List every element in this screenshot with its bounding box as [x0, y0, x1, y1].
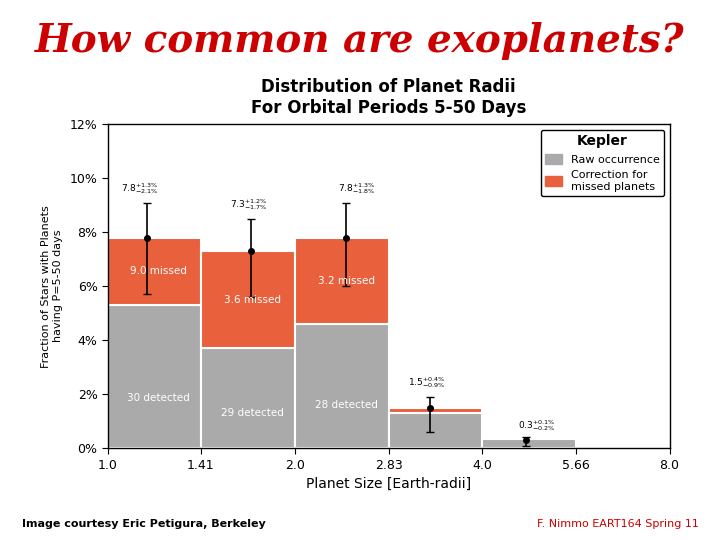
Text: How common are exoplanets?: How common are exoplanets? [35, 22, 685, 59]
Title: Distribution of Planet Radii
For Orbital Periods 5-50 Days: Distribution of Planet Radii For Orbital… [251, 78, 526, 117]
Bar [108, 238, 201, 305]
Text: Image courtesy Eric Petigura, Berkeley: Image courtesy Eric Petigura, Berkeley [22, 519, 266, 529]
Bar [201, 348, 295, 448]
Text: 30 detected: 30 detected [127, 393, 190, 403]
Text: 3.6 missed: 3.6 missed [224, 295, 281, 305]
Text: $7.3^{+1.2\%}_{-1.7\%}$: $7.3^{+1.2\%}_{-1.7\%}$ [230, 197, 266, 212]
Text: $7.8^{+1.3\%}_{-2.1\%}$: $7.8^{+1.3\%}_{-2.1\%}$ [121, 181, 158, 195]
Bar [295, 324, 389, 448]
Text: $1.5^{+0.4\%}_{-0.9\%}$: $1.5^{+0.4\%}_{-0.9\%}$ [408, 375, 445, 390]
Text: $0.3^{+0.1\%}_{-0.2\%}$: $0.3^{+0.1\%}_{-0.2\%}$ [518, 418, 556, 433]
Bar [295, 238, 389, 324]
Text: 9.0 missed: 9.0 missed [130, 266, 186, 276]
X-axis label: Planet Size [Earth-radii]: Planet Size [Earth-radii] [306, 477, 472, 491]
Text: 29 detected: 29 detected [220, 408, 284, 418]
Y-axis label: Fraction of Stars with Planets
having P=5-50 days: Fraction of Stars with Planets having P=… [41, 205, 63, 368]
Text: 28 detected: 28 detected [315, 400, 377, 410]
Bar [389, 413, 482, 448]
Text: $7.8^{+1.3\%}_{-1.8\%}$: $7.8^{+1.3\%}_{-1.8\%}$ [338, 181, 376, 195]
Bar [482, 438, 576, 448]
Text: 3.2 missed: 3.2 missed [318, 276, 374, 286]
Bar [201, 251, 295, 348]
Text: F. Nimmo EART164 Spring 11: F. Nimmo EART164 Spring 11 [536, 519, 698, 529]
Legend: Raw occurrence, Correction for
missed planets: Raw occurrence, Correction for missed pl… [541, 130, 664, 196]
Bar [108, 305, 201, 448]
Bar [389, 408, 482, 413]
